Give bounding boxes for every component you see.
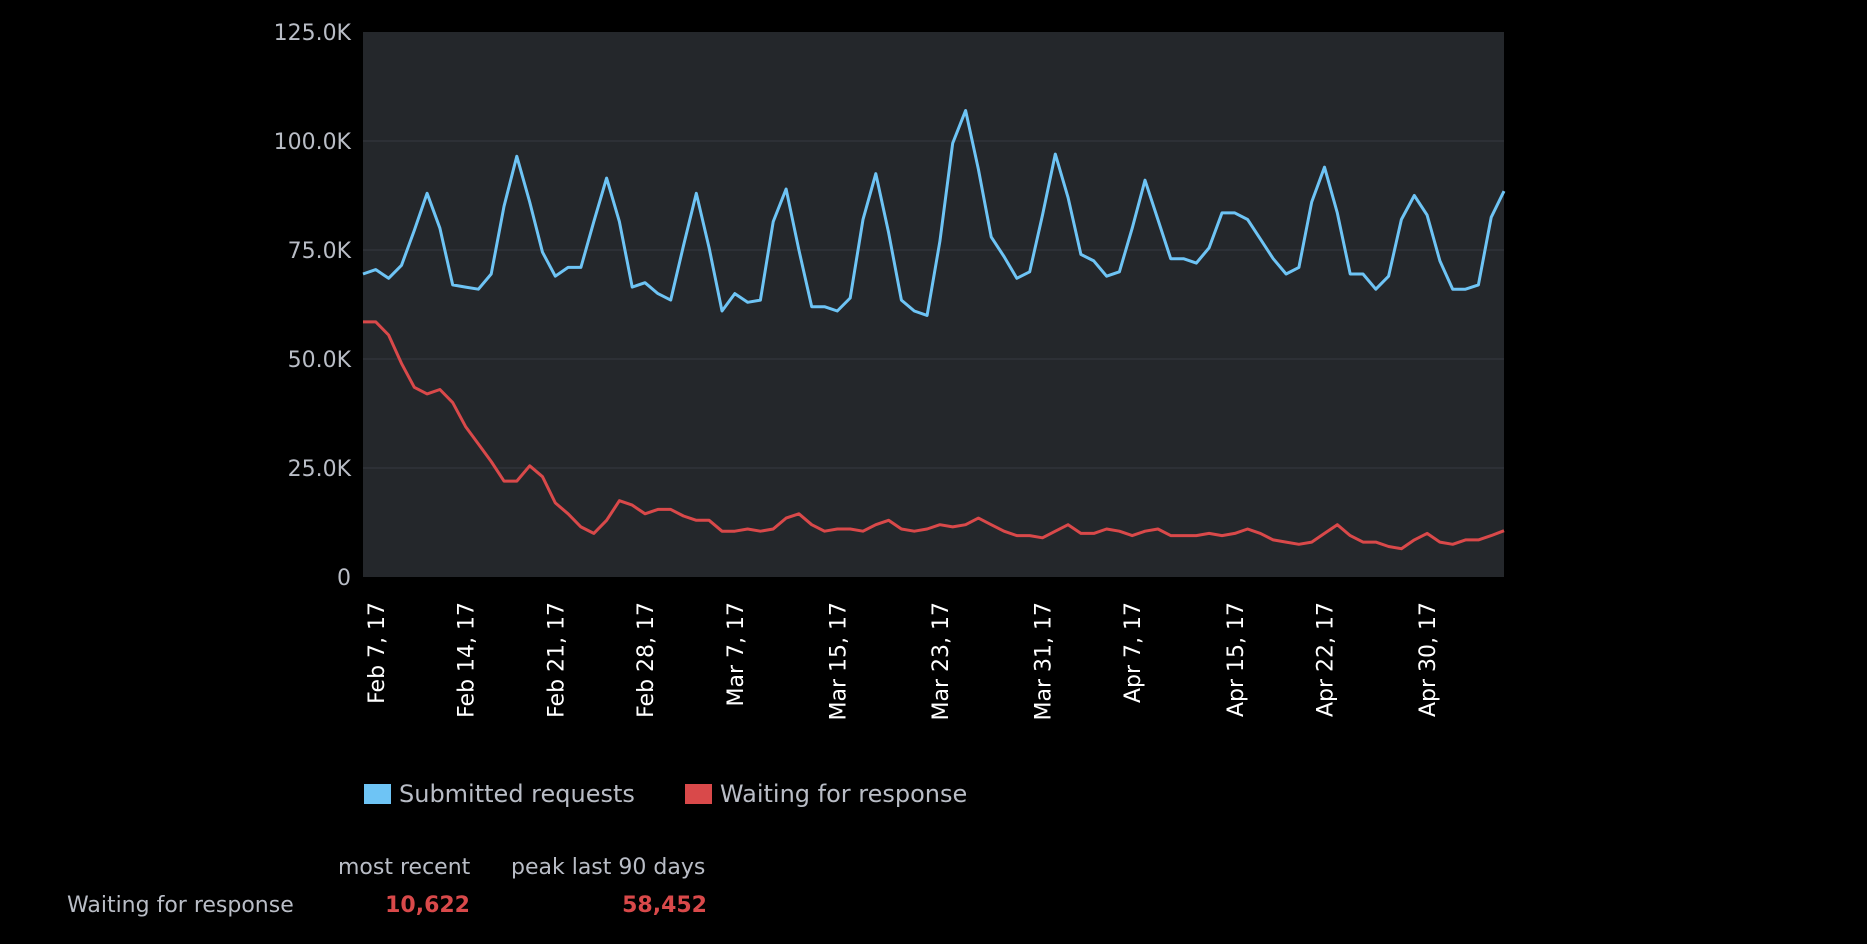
x-tick-label: Mar 15, 17 <box>826 602 851 720</box>
x-tick-label: Feb 21, 17 <box>544 602 569 718</box>
x-tick-label: Apr 30, 17 <box>1416 602 1441 717</box>
plot-area <box>363 32 1504 577</box>
legend: Submitted requests Waiting for response <box>364 780 967 808</box>
x-tick-label: Apr 15, 17 <box>1224 602 1249 717</box>
y-tick-label: 50.0K <box>288 348 352 373</box>
x-tick-label: Mar 23, 17 <box>929 602 954 720</box>
legend-item-submitted[interactable]: Submitted requests <box>364 780 635 808</box>
series-line-submitted <box>362 109 1506 317</box>
legend-swatch-submitted <box>364 784 391 804</box>
y-tick-label: 75.0K <box>288 239 352 264</box>
y-tick-label: 0 <box>337 566 351 591</box>
x-tick-label: Apr 7, 17 <box>1121 602 1146 703</box>
stats-most-recent-value: 10,622 <box>385 893 470 918</box>
x-tick-label: Apr 22, 17 <box>1314 602 1339 717</box>
y-tick-label: 125.0K <box>274 21 352 46</box>
stats-row-label: Waiting for response <box>67 893 294 918</box>
stats-table: most recent peak last 90 days Waiting fo… <box>0 855 760 935</box>
x-tick-label: Mar 7, 17 <box>724 602 749 706</box>
gridlines <box>363 140 1504 469</box>
legend-item-waiting[interactable]: Waiting for response <box>684 780 968 808</box>
series-line-waiting <box>363 320 1505 551</box>
x-tick-label: Feb 28, 17 <box>634 602 659 718</box>
stats-peak-value: 58,452 <box>622 893 707 918</box>
legend-swatch-waiting <box>684 784 712 804</box>
series-lines <box>362 109 1506 551</box>
y-tick-label: 25.0K <box>288 457 352 482</box>
y-tick-label: 100.0K <box>274 130 352 155</box>
stats-header-peak: peak last 90 days <box>511 855 706 880</box>
x-axis: Feb 7, 17 Feb 14, 17 Feb 21, 17 Feb 28, 17 M… <box>365 602 1441 720</box>
stats-header-most-recent: most recent <box>338 855 471 880</box>
y-axis: 0 25.0K 50.0K 75.0K 100.0K 125.0K <box>274 21 352 591</box>
x-tick-label: Mar 31, 17 <box>1031 602 1056 720</box>
legend-label-waiting: Waiting for response <box>719 780 968 808</box>
legend-label-submitted: Submitted requests <box>399 780 635 808</box>
x-tick-label: Feb 7, 17 <box>365 602 390 704</box>
x-tick-label: Feb 14, 17 <box>455 602 480 718</box>
